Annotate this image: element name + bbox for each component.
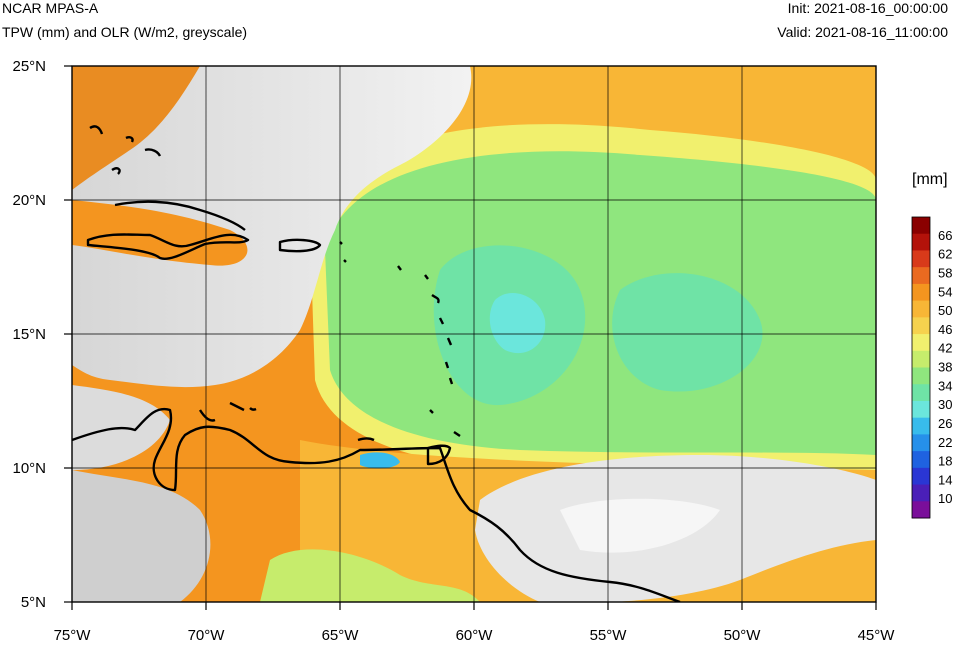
colorbar-label: 10 bbox=[938, 491, 952, 506]
colorbar-swatch bbox=[912, 451, 930, 469]
colorbar-swatch bbox=[912, 350, 930, 368]
colorbar-label: 18 bbox=[938, 454, 952, 469]
longitude-labels: 75°W 70°W 65°W 60°W 55°W 50°W 45°W bbox=[54, 627, 896, 644]
lon-label: 50°W bbox=[724, 627, 762, 644]
lat-label: 20°N bbox=[12, 192, 46, 209]
init-time: Init: 2021-08-16_00:00:00 bbox=[787, 0, 948, 16]
cloud-colombia bbox=[72, 470, 211, 602]
lat-label: 10°N bbox=[12, 460, 46, 477]
coast-south-america bbox=[72, 407, 681, 602]
cloud-shield-north bbox=[72, 66, 472, 388]
colorbar-swatch bbox=[912, 400, 930, 419]
valid-time: Valid: 2021-08-16_11:00:00 bbox=[777, 24, 948, 40]
colorbar-label: 30 bbox=[938, 397, 952, 412]
lat-label: 25°N bbox=[12, 58, 46, 75]
lon-label: 45°W bbox=[858, 627, 896, 644]
colorbar-swatch bbox=[912, 233, 930, 251]
colorbar-label: 54 bbox=[938, 284, 952, 299]
coast-puerto-rico bbox=[278, 238, 322, 253]
tpw-greater-antilles bbox=[72, 200, 248, 266]
colorbar-label: 26 bbox=[938, 416, 952, 431]
coast-bahamas bbox=[89, 125, 162, 175]
colorbar-label: 34 bbox=[938, 378, 952, 393]
lon-label: 60°W bbox=[456, 627, 494, 644]
lon-label: 75°W bbox=[54, 627, 92, 644]
tpw-blue-patch bbox=[360, 452, 400, 469]
colorbar-swatch bbox=[912, 384, 930, 402]
coast-margarita bbox=[357, 437, 375, 442]
field-description: TPW (mm) and OLR (W/m2, greyscale) bbox=[2, 24, 248, 40]
tpw-green-south bbox=[260, 549, 480, 602]
latitude-labels: 25°N 20°N 15°N 10°N 5°N bbox=[12, 58, 46, 611]
colorbar-swatch bbox=[912, 217, 930, 235]
colorbar-swatch bbox=[912, 501, 930, 519]
colorbar-swatch bbox=[912, 417, 930, 435]
coastlines bbox=[72, 125, 681, 602]
colorbar-frame bbox=[911, 216, 931, 519]
colorbar-swatch bbox=[912, 484, 930, 502]
colorbar-label: 66 bbox=[938, 228, 952, 243]
colorbar-label: 62 bbox=[938, 247, 952, 262]
model-title: NCAR MPAS-A bbox=[2, 0, 99, 16]
tpw-cyan-patch bbox=[489, 292, 546, 354]
tick-marks bbox=[64, 65, 877, 610]
colorbar-swatch bbox=[912, 250, 930, 268]
colorbar-label: 42 bbox=[938, 341, 952, 356]
coast-lesser-antilles bbox=[339, 241, 461, 437]
colorbar-label: 22 bbox=[938, 435, 952, 450]
lon-label: 65°W bbox=[322, 627, 360, 644]
colorbar bbox=[911, 216, 931, 519]
coast-aruba bbox=[198, 409, 216, 422]
lon-label: 70°W bbox=[188, 627, 226, 644]
colorbar-label: 50 bbox=[938, 303, 952, 318]
coast-north-greater-antilles bbox=[114, 200, 246, 231]
colorbar-swatch bbox=[912, 334, 930, 352]
colorbar-label: 46 bbox=[938, 322, 952, 337]
colorbar-label: 38 bbox=[938, 360, 952, 375]
colorbar-swatch bbox=[912, 317, 930, 335]
coast-abc-islands bbox=[229, 401, 257, 412]
colorbar-label: 58 bbox=[938, 265, 952, 280]
graticule bbox=[72, 66, 876, 602]
colorbar-swatch bbox=[912, 283, 930, 302]
colorbar-swatch bbox=[912, 467, 930, 486]
tpw-green-region bbox=[325, 151, 876, 455]
lat-label: 15°N bbox=[12, 326, 46, 343]
colorbar-swatch bbox=[912, 300, 930, 318]
coast-trinidad bbox=[426, 444, 452, 466]
tpw-moist-nw bbox=[72, 66, 200, 190]
coast-hispaniola-cuba bbox=[86, 233, 250, 260]
tpw-teal-patch-2 bbox=[612, 273, 763, 392]
colorbar-swatch bbox=[912, 434, 930, 452]
cloud-itcz-core bbox=[560, 498, 720, 553]
colorbar-labels: 66 62 58 54 50 46 42 38 34 30 26 22 18 14 10 bbox=[938, 228, 952, 506]
colorbar-unit: [mm] bbox=[912, 171, 948, 188]
lat-label: 5°N bbox=[21, 594, 46, 611]
colorbar-swatch bbox=[912, 267, 930, 285]
colorbar-swatch bbox=[912, 367, 930, 385]
lon-label: 55°W bbox=[590, 627, 628, 644]
colorbar-label: 14 bbox=[938, 472, 952, 487]
